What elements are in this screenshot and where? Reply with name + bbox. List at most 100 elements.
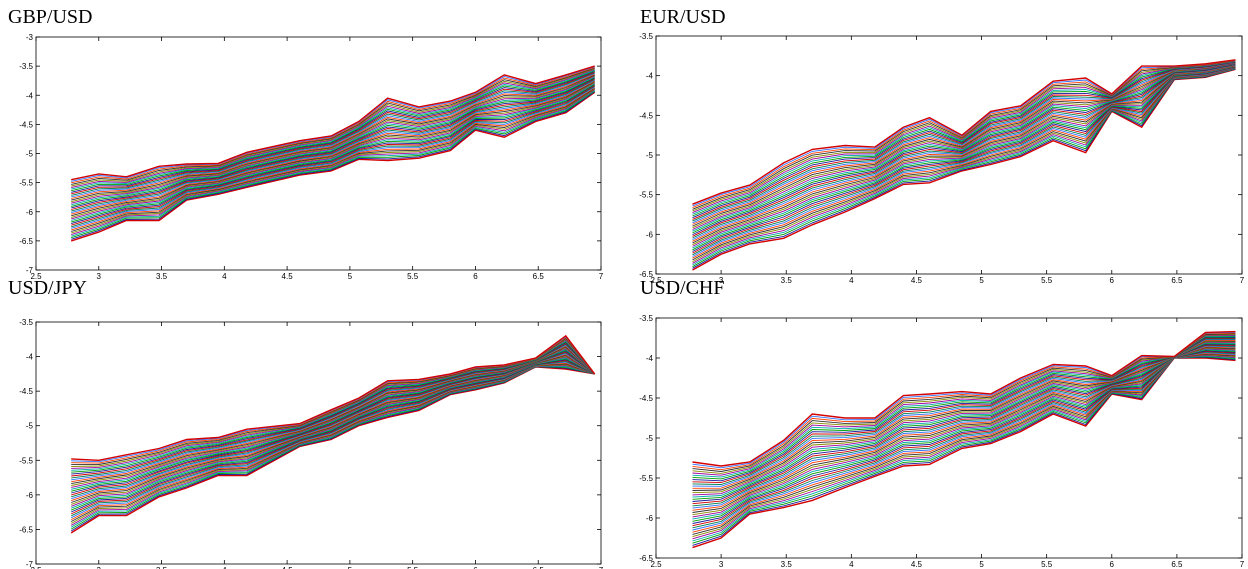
series-line xyxy=(692,61,1236,220)
series-line xyxy=(692,59,1236,205)
x-tick-label: 5 xyxy=(979,560,984,569)
series-line xyxy=(692,354,1236,538)
series-line xyxy=(71,71,595,193)
y-tick-label: -6.5 xyxy=(19,237,33,246)
chart-panel-eurusd: EUR/USD 2.5 3 3.5 4 4.5 5 5.5 6 6.5 7 -3.5 -4 -4.5 -5… xyxy=(620,0,1248,285)
series-line xyxy=(692,336,1236,480)
series-line xyxy=(70,366,595,530)
series-line xyxy=(692,341,1236,494)
series-line xyxy=(692,59,1236,207)
chart-svg: 2.5 3 3.5 4 4.5 5 5.5 6 6.5 7 -3.5 -4 -4.5 -5 -5.5 -6 -6… xyxy=(19,318,604,569)
series-line xyxy=(71,339,596,469)
series-line xyxy=(692,354,1236,540)
series-line xyxy=(71,78,595,210)
series-line xyxy=(692,66,1236,254)
series-line xyxy=(71,75,595,203)
series-line xyxy=(71,83,595,223)
series-line xyxy=(692,344,1236,505)
series-line xyxy=(71,336,596,463)
series-line xyxy=(692,61,1236,222)
series-line xyxy=(692,60,1236,215)
x-tick-label: 6 xyxy=(1110,276,1115,285)
x-tick-label: 6 xyxy=(473,272,478,281)
series-line xyxy=(692,348,1236,518)
y-tick-label: -5.5 xyxy=(639,474,653,483)
series-line xyxy=(71,79,595,214)
y-tick-label: -6 xyxy=(646,230,654,239)
series-line xyxy=(692,61,1236,219)
y-tick-label: -3 xyxy=(26,33,34,42)
series-line xyxy=(692,343,1236,500)
series-line xyxy=(692,64,1236,241)
series-line xyxy=(692,335,1236,478)
series-line xyxy=(71,72,595,196)
series-line xyxy=(71,70,595,192)
series-line xyxy=(692,334,1236,476)
series-line xyxy=(692,64,1236,244)
series-line xyxy=(692,67,1236,262)
series-line xyxy=(692,349,1236,520)
series-line xyxy=(692,353,1236,535)
series-line xyxy=(692,60,1236,214)
x-tick-label: 6.5 xyxy=(533,566,545,569)
series-line xyxy=(71,337,596,466)
series-line xyxy=(71,77,595,209)
series-line xyxy=(692,340,1236,491)
series-line xyxy=(692,65,1236,251)
chart-svg: 2.5 3 3.5 4 4.5 5 5.5 6 6.5 7 -3 -3.5 -4 -4.5 -5 -5.5 -6… xyxy=(19,33,604,281)
y-tick-label: -5 xyxy=(646,434,654,443)
series-line xyxy=(692,337,1236,484)
y-tick-label: -6 xyxy=(26,491,34,500)
series-line xyxy=(71,69,595,190)
x-tick-label: 3 xyxy=(97,272,102,281)
x-tick-label: 2.5 xyxy=(30,566,42,569)
series-line xyxy=(692,59,1236,209)
series-line xyxy=(692,67,1236,259)
series-line xyxy=(71,73,595,198)
series-line xyxy=(71,67,595,185)
chart-panel-usdchf: USD/CHF 2.5 3 3.5 4 4.5 5 5.5 6 6.5 7 -3.5 -4 -4.5 -5… xyxy=(620,277,1248,569)
x-tick-label: 6.5 xyxy=(1171,276,1183,285)
series-line xyxy=(692,64,1236,239)
series-group xyxy=(70,334,596,534)
y-tick-label: -6.5 xyxy=(19,525,33,534)
x-tick-label: 5 xyxy=(348,566,353,569)
x-tick-label: 6 xyxy=(473,566,478,569)
series-line xyxy=(692,337,1236,482)
series-line xyxy=(692,332,1236,471)
series-line xyxy=(71,341,596,473)
chart-title: EUR/USD xyxy=(640,6,726,28)
x-tick-label: 2.5 xyxy=(650,560,662,569)
series-line xyxy=(692,343,1236,502)
y-tick-label: -3.5 xyxy=(19,318,33,327)
series-line xyxy=(692,63,1236,237)
series-line xyxy=(692,356,1236,544)
series-line xyxy=(71,74,595,201)
series-line xyxy=(71,86,595,229)
series-line xyxy=(71,87,595,231)
chart-svg: 2.5 3 3.5 4 4.5 5 5.5 6 6.5 7 -3.5 -4 -4.5 -5 -5.5 -6 -6… xyxy=(639,32,1245,285)
y-tick-label: -6.5 xyxy=(639,270,653,279)
y-tick-label: -7 xyxy=(26,266,34,275)
x-tick-label: 6 xyxy=(1110,560,1115,569)
y-tick-label: -5.5 xyxy=(19,179,33,188)
x-tick-label: 6.5 xyxy=(533,272,545,281)
series-line xyxy=(71,71,595,195)
series-line xyxy=(71,85,595,228)
series-line xyxy=(692,334,1236,474)
series-line xyxy=(692,66,1236,252)
x-tick-label: 5.5 xyxy=(1041,560,1053,569)
chart-title: USD/CHF xyxy=(640,277,725,299)
y-tick-label: -4 xyxy=(26,353,34,362)
series-group xyxy=(692,330,1236,549)
series-line xyxy=(692,62,1236,227)
series-line xyxy=(692,63,1236,236)
series-line xyxy=(692,356,1236,546)
x-tick-label: 2.5 xyxy=(650,276,662,285)
x-tick-label: 3.5 xyxy=(781,560,793,569)
x-tick-label: 4 xyxy=(222,566,227,569)
series-line xyxy=(71,81,595,217)
series-line xyxy=(71,80,595,215)
series-line xyxy=(70,362,595,521)
series-line xyxy=(71,89,595,237)
